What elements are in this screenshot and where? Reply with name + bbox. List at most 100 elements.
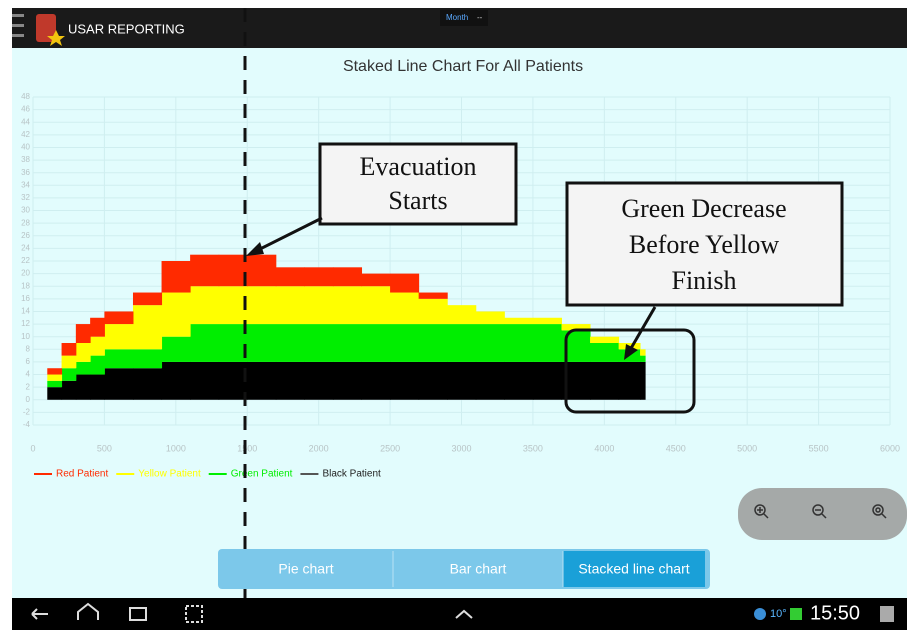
area-step <box>247 361 277 400</box>
area-step <box>418 324 448 362</box>
annotation-arrowhead <box>624 344 638 360</box>
area-step <box>390 324 420 362</box>
area-step <box>390 273 420 293</box>
area-step <box>447 361 477 400</box>
area-step <box>61 355 77 369</box>
area-step <box>190 361 220 400</box>
area-step <box>590 336 620 343</box>
highlight-box <box>564 328 696 414</box>
area-step <box>332 361 363 400</box>
y-tick-label: 10 <box>21 332 30 341</box>
x-tick-label: 4500 <box>666 443 686 453</box>
area-step <box>504 317 534 325</box>
area-step <box>47 380 63 388</box>
signal-icon <box>880 606 894 622</box>
area-step <box>90 336 105 356</box>
area-step <box>532 324 562 362</box>
area-step <box>90 374 105 400</box>
area-step <box>618 361 641 400</box>
area-step <box>590 343 620 362</box>
area-step <box>218 254 248 287</box>
menu-icon[interactable] <box>12 14 24 37</box>
y-tick-label: 4 <box>26 370 31 379</box>
area-step <box>361 324 391 362</box>
y-tick-label: 40 <box>21 143 30 152</box>
area-step <box>161 336 191 362</box>
area-step <box>75 361 91 375</box>
y-tick-label: 0 <box>26 395 31 404</box>
area-step <box>504 324 534 362</box>
x-tick-label: 4000 <box>594 443 614 453</box>
area-step <box>361 273 391 287</box>
area-step <box>304 361 334 400</box>
area-step <box>504 361 534 400</box>
area-step <box>75 343 91 362</box>
area-step <box>61 343 77 356</box>
area-step <box>104 349 134 369</box>
area-step <box>640 361 646 400</box>
area-step <box>132 305 163 350</box>
app-icon <box>36 14 56 42</box>
y-tick-label: 18 <box>21 281 30 290</box>
y-tick-label: 14 <box>21 307 30 316</box>
legend-label: Yellow Patient <box>138 469 201 480</box>
area-step <box>247 286 277 325</box>
weather-icon <box>754 608 766 620</box>
area-step <box>47 368 63 375</box>
annotation-text: Finish <box>671 266 736 295</box>
tab[interactable]: Pie chart <box>278 561 333 577</box>
temperature: 10° <box>770 608 787 620</box>
zoom-reset[interactable] <box>872 504 887 519</box>
area-step <box>361 361 391 400</box>
area-step <box>275 361 305 400</box>
x-tick-label: 5000 <box>737 443 757 453</box>
annotation-text: Before Yellow <box>629 230 779 259</box>
area-step <box>590 361 620 400</box>
app-icon-star <box>47 30 65 46</box>
area-step <box>640 355 646 362</box>
y-tick-label: -4 <box>23 420 31 429</box>
tab-active <box>563 551 705 587</box>
annotation-text: Starts <box>388 186 447 215</box>
zoom-in[interactable] <box>754 504 769 519</box>
area-step <box>47 374 63 381</box>
area-step <box>475 324 505 362</box>
x-tick-label: 1500 <box>237 443 257 453</box>
area-step <box>161 361 191 400</box>
app-title: USAR REPORTING <box>68 21 185 36</box>
area-step <box>190 254 220 287</box>
area-step <box>275 324 305 362</box>
y-tick-label: 30 <box>21 206 30 215</box>
annotation-arrow <box>253 216 323 254</box>
y-tick-label: 48 <box>21 92 30 101</box>
period-label: Month <box>446 13 468 22</box>
tab[interactable]: Bar chart <box>450 561 507 577</box>
area-step <box>47 387 63 400</box>
x-tick-label: 1000 <box>166 443 186 453</box>
area-step <box>218 286 248 325</box>
expand-button[interactable] <box>455 609 473 619</box>
area-step <box>104 324 134 350</box>
home-button[interactable] <box>77 602 99 620</box>
tab[interactable]: Stacked line chart <box>578 561 689 577</box>
area-step <box>61 368 77 381</box>
x-tick-label: 2500 <box>380 443 400 453</box>
period-dropdown[interactable] <box>440 10 488 26</box>
y-tick-label: 34 <box>21 180 30 189</box>
y-tick-label: 32 <box>21 193 30 202</box>
back-button[interactable] <box>31 608 48 620</box>
area-step <box>132 368 163 400</box>
area-step <box>190 324 220 362</box>
area-step <box>190 286 220 325</box>
area-step <box>75 324 91 343</box>
area-step <box>532 361 562 400</box>
area-step <box>475 361 505 400</box>
area-step <box>75 374 91 400</box>
screenshot-button[interactable] <box>185 605 203 623</box>
legend-label: Green Patient <box>231 469 293 480</box>
zoom-out[interactable] <box>812 504 827 519</box>
annotation-box <box>318 142 518 226</box>
x-tick-label: 3000 <box>451 443 471 453</box>
recents-button[interactable] <box>129 607 147 621</box>
area-step <box>275 267 305 287</box>
